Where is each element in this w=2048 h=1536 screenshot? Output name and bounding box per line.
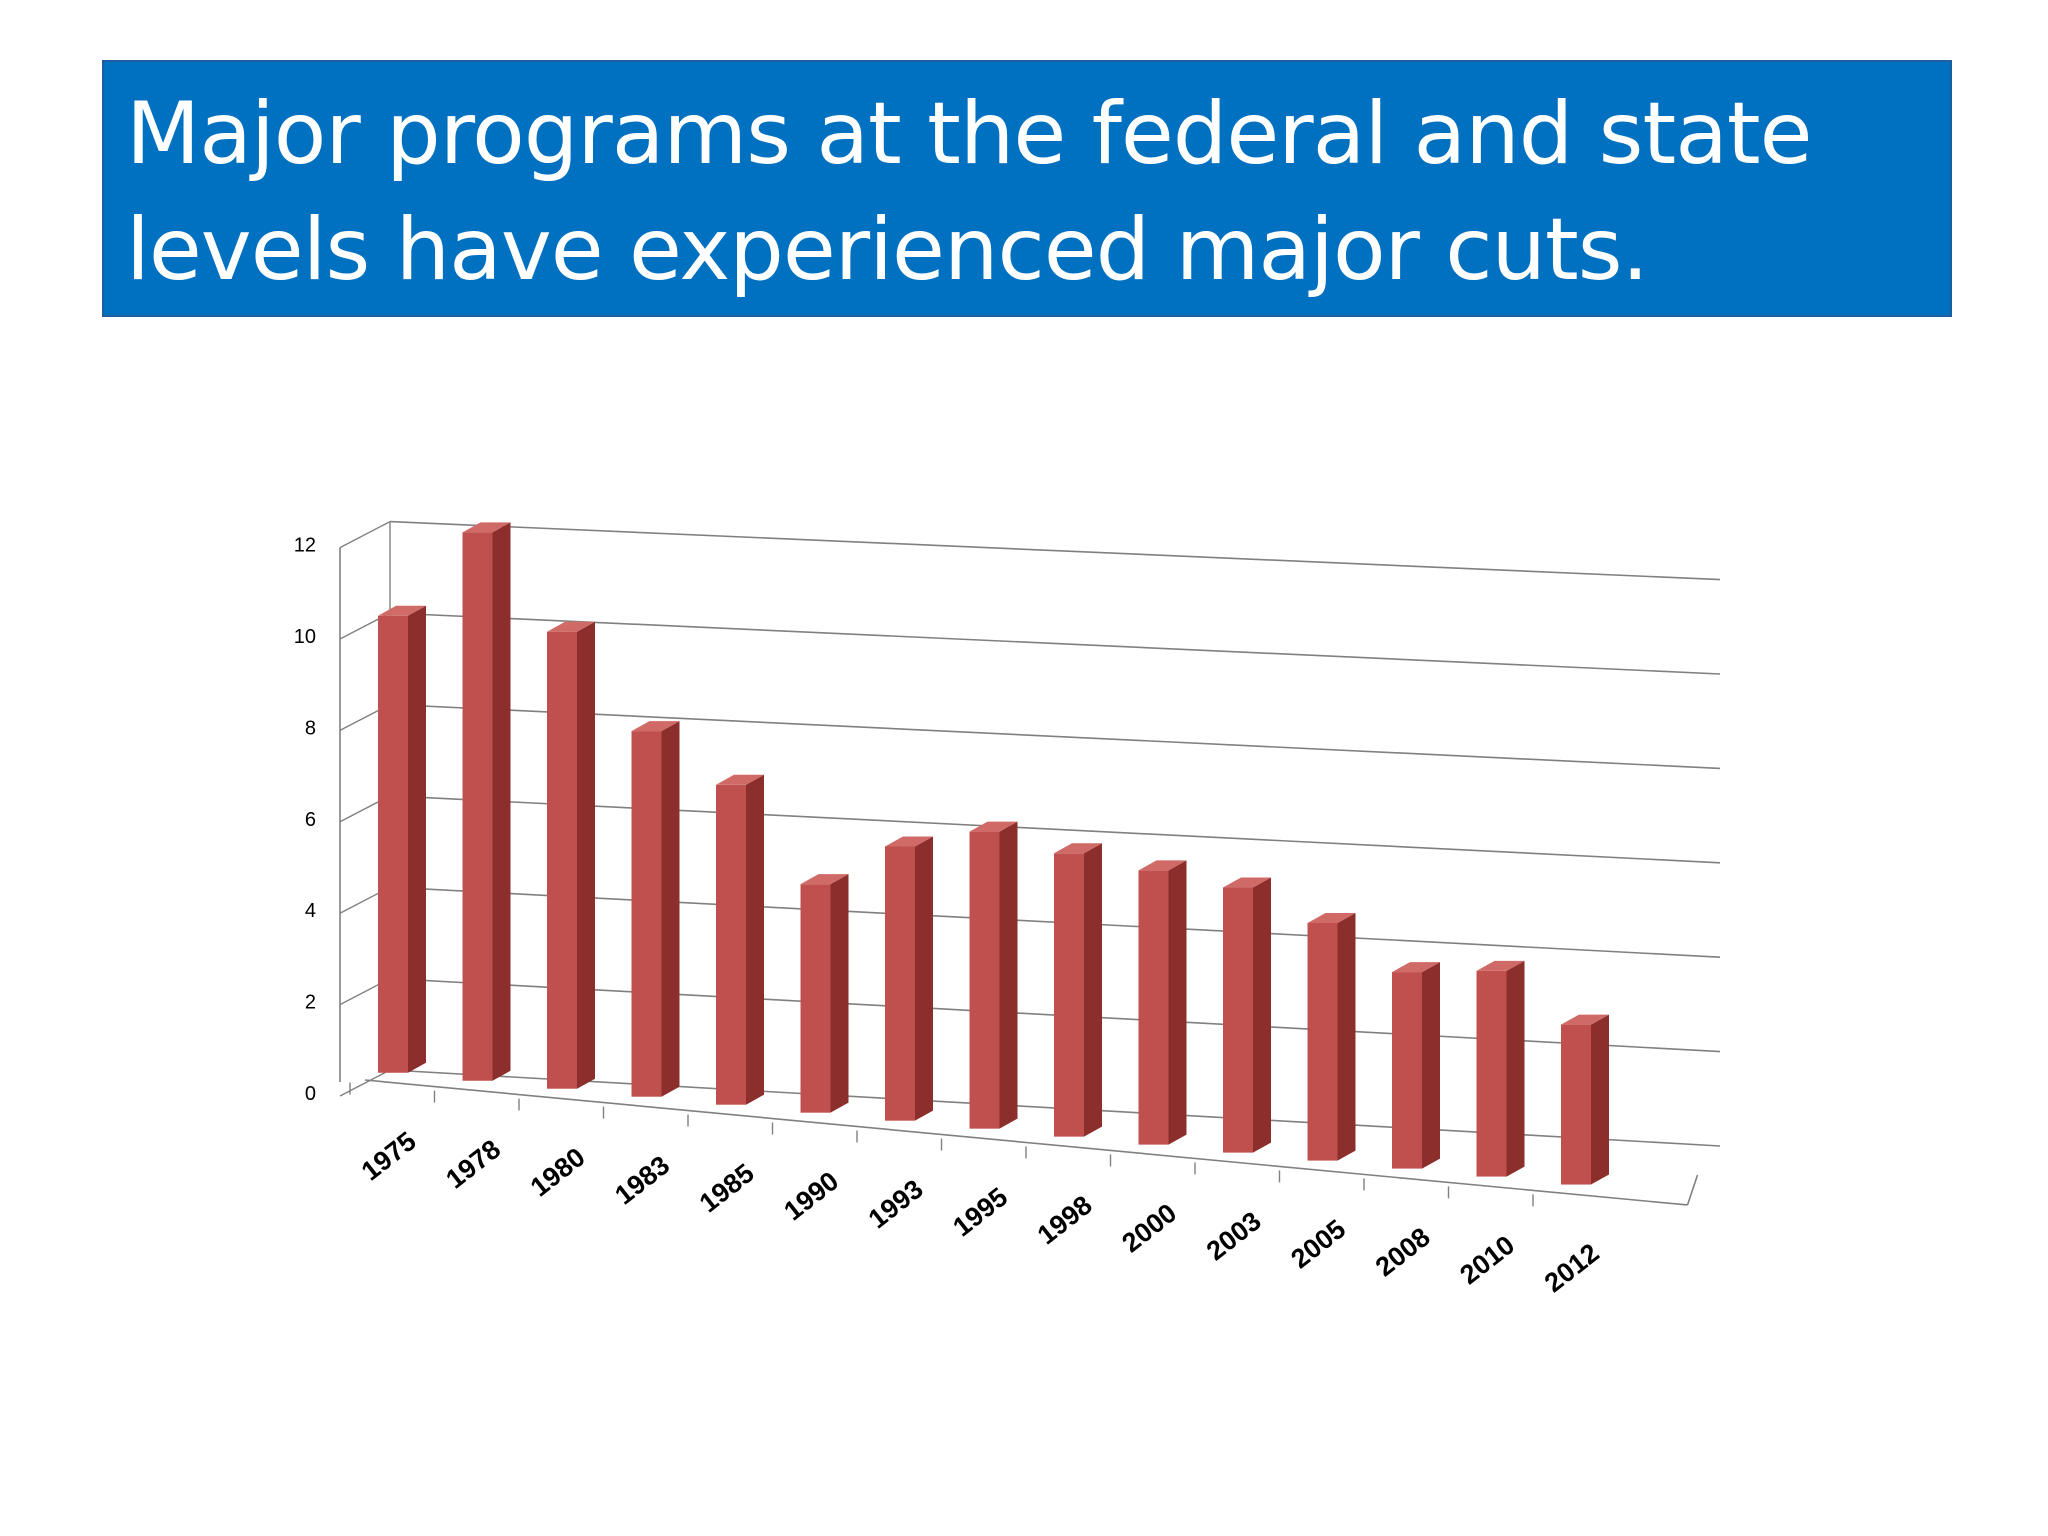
bar-top [378,605,426,616]
bar-side [1084,843,1102,1137]
bar-front [1138,870,1169,1145]
bar-front [631,731,662,1097]
bar [462,522,511,1081]
y-tick-label: 10 [294,626,316,648]
bar-side [999,821,1018,1129]
y-tick-label: 8 [305,717,316,739]
title-banner: Major programs at the federal and state … [102,60,1952,317]
bar [885,836,933,1121]
bar-top [1561,1014,1609,1025]
x-tick-label: 1975 [356,1126,422,1187]
x-axis [364,1079,1688,1206]
x-tick-label: 1983 [609,1150,675,1211]
y-tick-label: 6 [305,809,316,831]
bar [1561,1014,1609,1185]
bar-top [1476,960,1525,971]
x-tick-label: 1985 [694,1158,760,1219]
bar-side [1168,860,1187,1145]
x-tick-label: 1998 [1032,1190,1098,1251]
x-tick-label: 1993 [863,1174,929,1235]
bar-top [1054,843,1102,854]
bar-side [1422,962,1440,1169]
bar-side [1591,1014,1609,1185]
bar-front [547,631,577,1089]
bar-front [378,615,408,1073]
bar [1223,877,1271,1153]
bar-side [746,774,764,1105]
bar-side [830,874,849,1113]
bar-front [1392,972,1422,1169]
bar-top [885,836,933,847]
gridline-connector [339,520,391,549]
bar [1392,962,1440,1169]
bar-front [800,884,831,1113]
bar-front [885,846,915,1121]
bar-front [1476,970,1507,1177]
bar-top [1138,860,1187,871]
bar-top [1307,912,1356,923]
bar-side [1253,877,1271,1153]
bar [378,605,426,1073]
gridline [389,703,1721,770]
bar-top [1223,877,1271,888]
bar-side [408,605,426,1073]
bar-top [631,721,680,732]
x-tick-label: 2005 [1285,1214,1351,1275]
x-tick-label: 2010 [1454,1230,1520,1291]
bar [1476,960,1525,1177]
y-tick-label: 2 [305,992,316,1014]
bar-side [661,721,680,1097]
bar-front [969,831,1000,1129]
bar-side [1337,912,1356,1161]
bar [716,774,764,1105]
bar-side [492,522,511,1081]
bar-top [462,522,511,533]
x-tick-label: 2003 [1201,1206,1267,1267]
x-tick-label: 1978 [440,1134,506,1195]
bar-front [462,532,493,1081]
bar-top [547,621,595,632]
bar-top [1392,962,1440,973]
bar-top [800,874,849,885]
bar [547,621,595,1089]
bar-front [716,784,746,1105]
floor-edge [1686,1174,1699,1206]
bar [800,874,849,1113]
bar [1307,912,1356,1161]
bar-side [1506,960,1525,1177]
y-axis-ticks: 0 2 4 6 8 10 12 [294,535,316,1105]
bar-front [1561,1024,1591,1185]
bar [1138,860,1187,1145]
bar-top [716,774,764,785]
y-tick-label: 4 [305,900,316,922]
x-tick-label: 1980 [525,1142,591,1203]
bar-front [1223,887,1253,1153]
bar [631,721,680,1097]
bar-side [915,836,933,1121]
x-tick-label: 2000 [1116,1198,1182,1259]
y-tick-label: 0 [305,1083,316,1105]
bar [1054,843,1102,1137]
x-tick-label: 1995 [947,1182,1013,1243]
gridline [389,795,1721,864]
slide-title: Major programs at the federal and state … [126,84,1813,300]
bar-front [1054,853,1084,1137]
bars [378,522,1609,1185]
gridline-connector [339,1069,391,1097]
y-tick-label: 12 [294,535,316,557]
x-tick-label: 1990 [778,1166,844,1227]
gridline [389,612,1721,675]
bar-front [1307,922,1338,1161]
bar-top [969,821,1018,832]
bar-side [577,621,595,1089]
x-tick-label: 2008 [1370,1222,1436,1283]
x-tick-label: 2012 [1539,1238,1605,1299]
bar [969,821,1018,1129]
gridline [389,520,1721,581]
